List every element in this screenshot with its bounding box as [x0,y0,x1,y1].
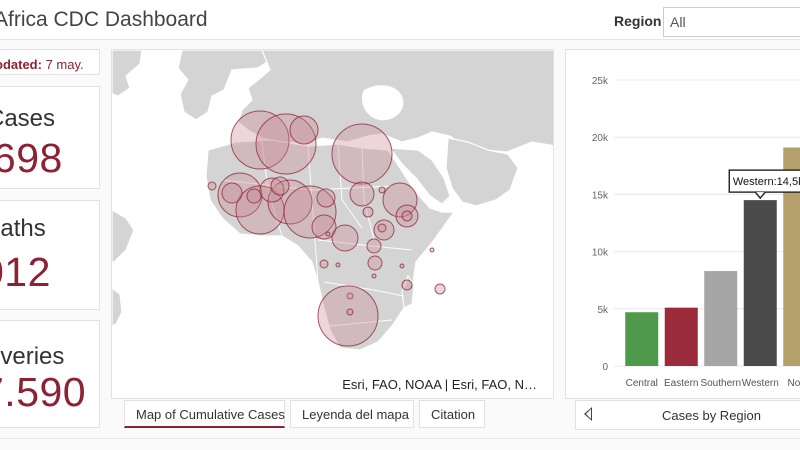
case-bubble[interactable] [317,285,379,347]
case-bubble[interactable] [377,223,387,233]
case-bubble[interactable] [289,115,319,145]
y-tick-label: 20k [592,133,609,144]
case-bubble[interactable] [401,279,413,291]
case-bubble[interactable] [371,273,377,279]
bar[interactable] [664,307,698,366]
cases-by-region-chart: 0 5k 10k 15k 20k 25k Central Eastern Southern Wes… [565,49,800,399]
x-tick-label: Western [742,378,779,389]
case-bubble[interactable] [221,182,243,204]
tab-citation[interactable]: Citation [419,400,485,428]
cases-card: Cases .698 [0,86,100,189]
x-tick-label: Central [626,378,658,389]
deaths-value: 012 [0,249,51,295]
x-tick-label: Eastern [664,378,698,389]
region-filter-label: Region [614,13,662,29]
region-select[interactable]: All [663,7,800,37]
case-bubble[interactable] [434,283,446,295]
case-bubble[interactable] [346,308,354,316]
case-bubble[interactable] [316,188,336,208]
case-bubble[interactable] [399,263,405,269]
map-canvas[interactable] [112,50,554,399]
case-bubble[interactable] [255,113,317,175]
recoveries-card: overies 7.590 [0,320,100,428]
x-tick-label: North [788,378,800,389]
case-bubble[interactable] [325,231,331,237]
case-bubble[interactable] [319,259,329,269]
case-bubble[interactable] [346,292,354,300]
y-tick-label: 5k [597,305,609,316]
tooltip-text: Western:14,5k [733,176,800,188]
case-bubble[interactable] [331,224,359,252]
deaths-label: eaths [0,215,46,242]
deaths-card: eaths 012 [0,200,100,310]
case-bubble[interactable] [367,255,383,271]
page-title: Africa CDC Dashboard [0,8,208,31]
cases-value: .698 [0,135,63,181]
map-attribution: Esri, FAO, NOAA | Esri, FAO, N… [342,377,537,392]
cases-map[interactable]: Esri, FAO, NOAA | Esri, FAO, N… [111,49,554,399]
bar[interactable] [704,271,738,366]
app-header: Africa CDC Dashboard Region All [0,0,800,40]
bar[interactable] [783,147,800,366]
chart-footer: Cases by Region [575,400,800,430]
case-bubble[interactable] [283,185,337,239]
recoveries-label: overies [0,343,65,370]
case-bubble[interactable] [382,182,418,218]
case-bubble[interactable] [366,238,382,254]
y-tick-label: 10k [592,248,609,259]
case-bubble[interactable] [217,172,263,218]
case-bubble[interactable] [246,188,262,204]
landmass [112,50,553,351]
case-bubble[interactable] [267,179,313,225]
case-bubble[interactable] [429,247,435,253]
case-bubbles [207,110,446,347]
x-tick-label: Southern [700,378,741,389]
updated-label: odated: [0,57,42,72]
case-bubble[interactable] [362,206,374,218]
tooltip-pointer [754,191,766,200]
case-bubble[interactable] [395,204,419,228]
bar-tooltip [728,169,800,193]
case-bubble[interactable] [401,210,413,222]
updated-date: 7 may. [45,57,84,72]
case-bubble[interactable] [207,181,217,191]
footer-divider [0,438,800,439]
bar[interactable] [743,200,777,366]
case-bubble[interactable] [378,186,386,194]
y-tick-label: 0 [602,362,608,373]
tab-map-of-cumulative-cases[interactable]: Map of Cumulative Cases [124,400,285,428]
case-bubble[interactable] [331,123,393,185]
bar[interactable] [625,312,659,366]
case-bubble[interactable] [270,176,290,196]
recoveries-value: 7.590 [0,369,87,415]
updated-indicator: odated: 7 may. [0,49,100,75]
chart-caption: Cases by Region [662,408,761,423]
case-bubble[interactable] [230,110,290,170]
chevron-left-icon[interactable] [584,407,592,421]
y-tick-label: 25k [592,76,609,87]
tab-leyenda-del-mapa[interactable]: Leyenda del mapa [290,400,414,428]
case-bubble[interactable] [335,262,341,268]
cases-label: Cases [0,105,56,132]
y-tick-label: 15k [592,190,609,201]
case-bubble[interactable] [349,181,375,207]
